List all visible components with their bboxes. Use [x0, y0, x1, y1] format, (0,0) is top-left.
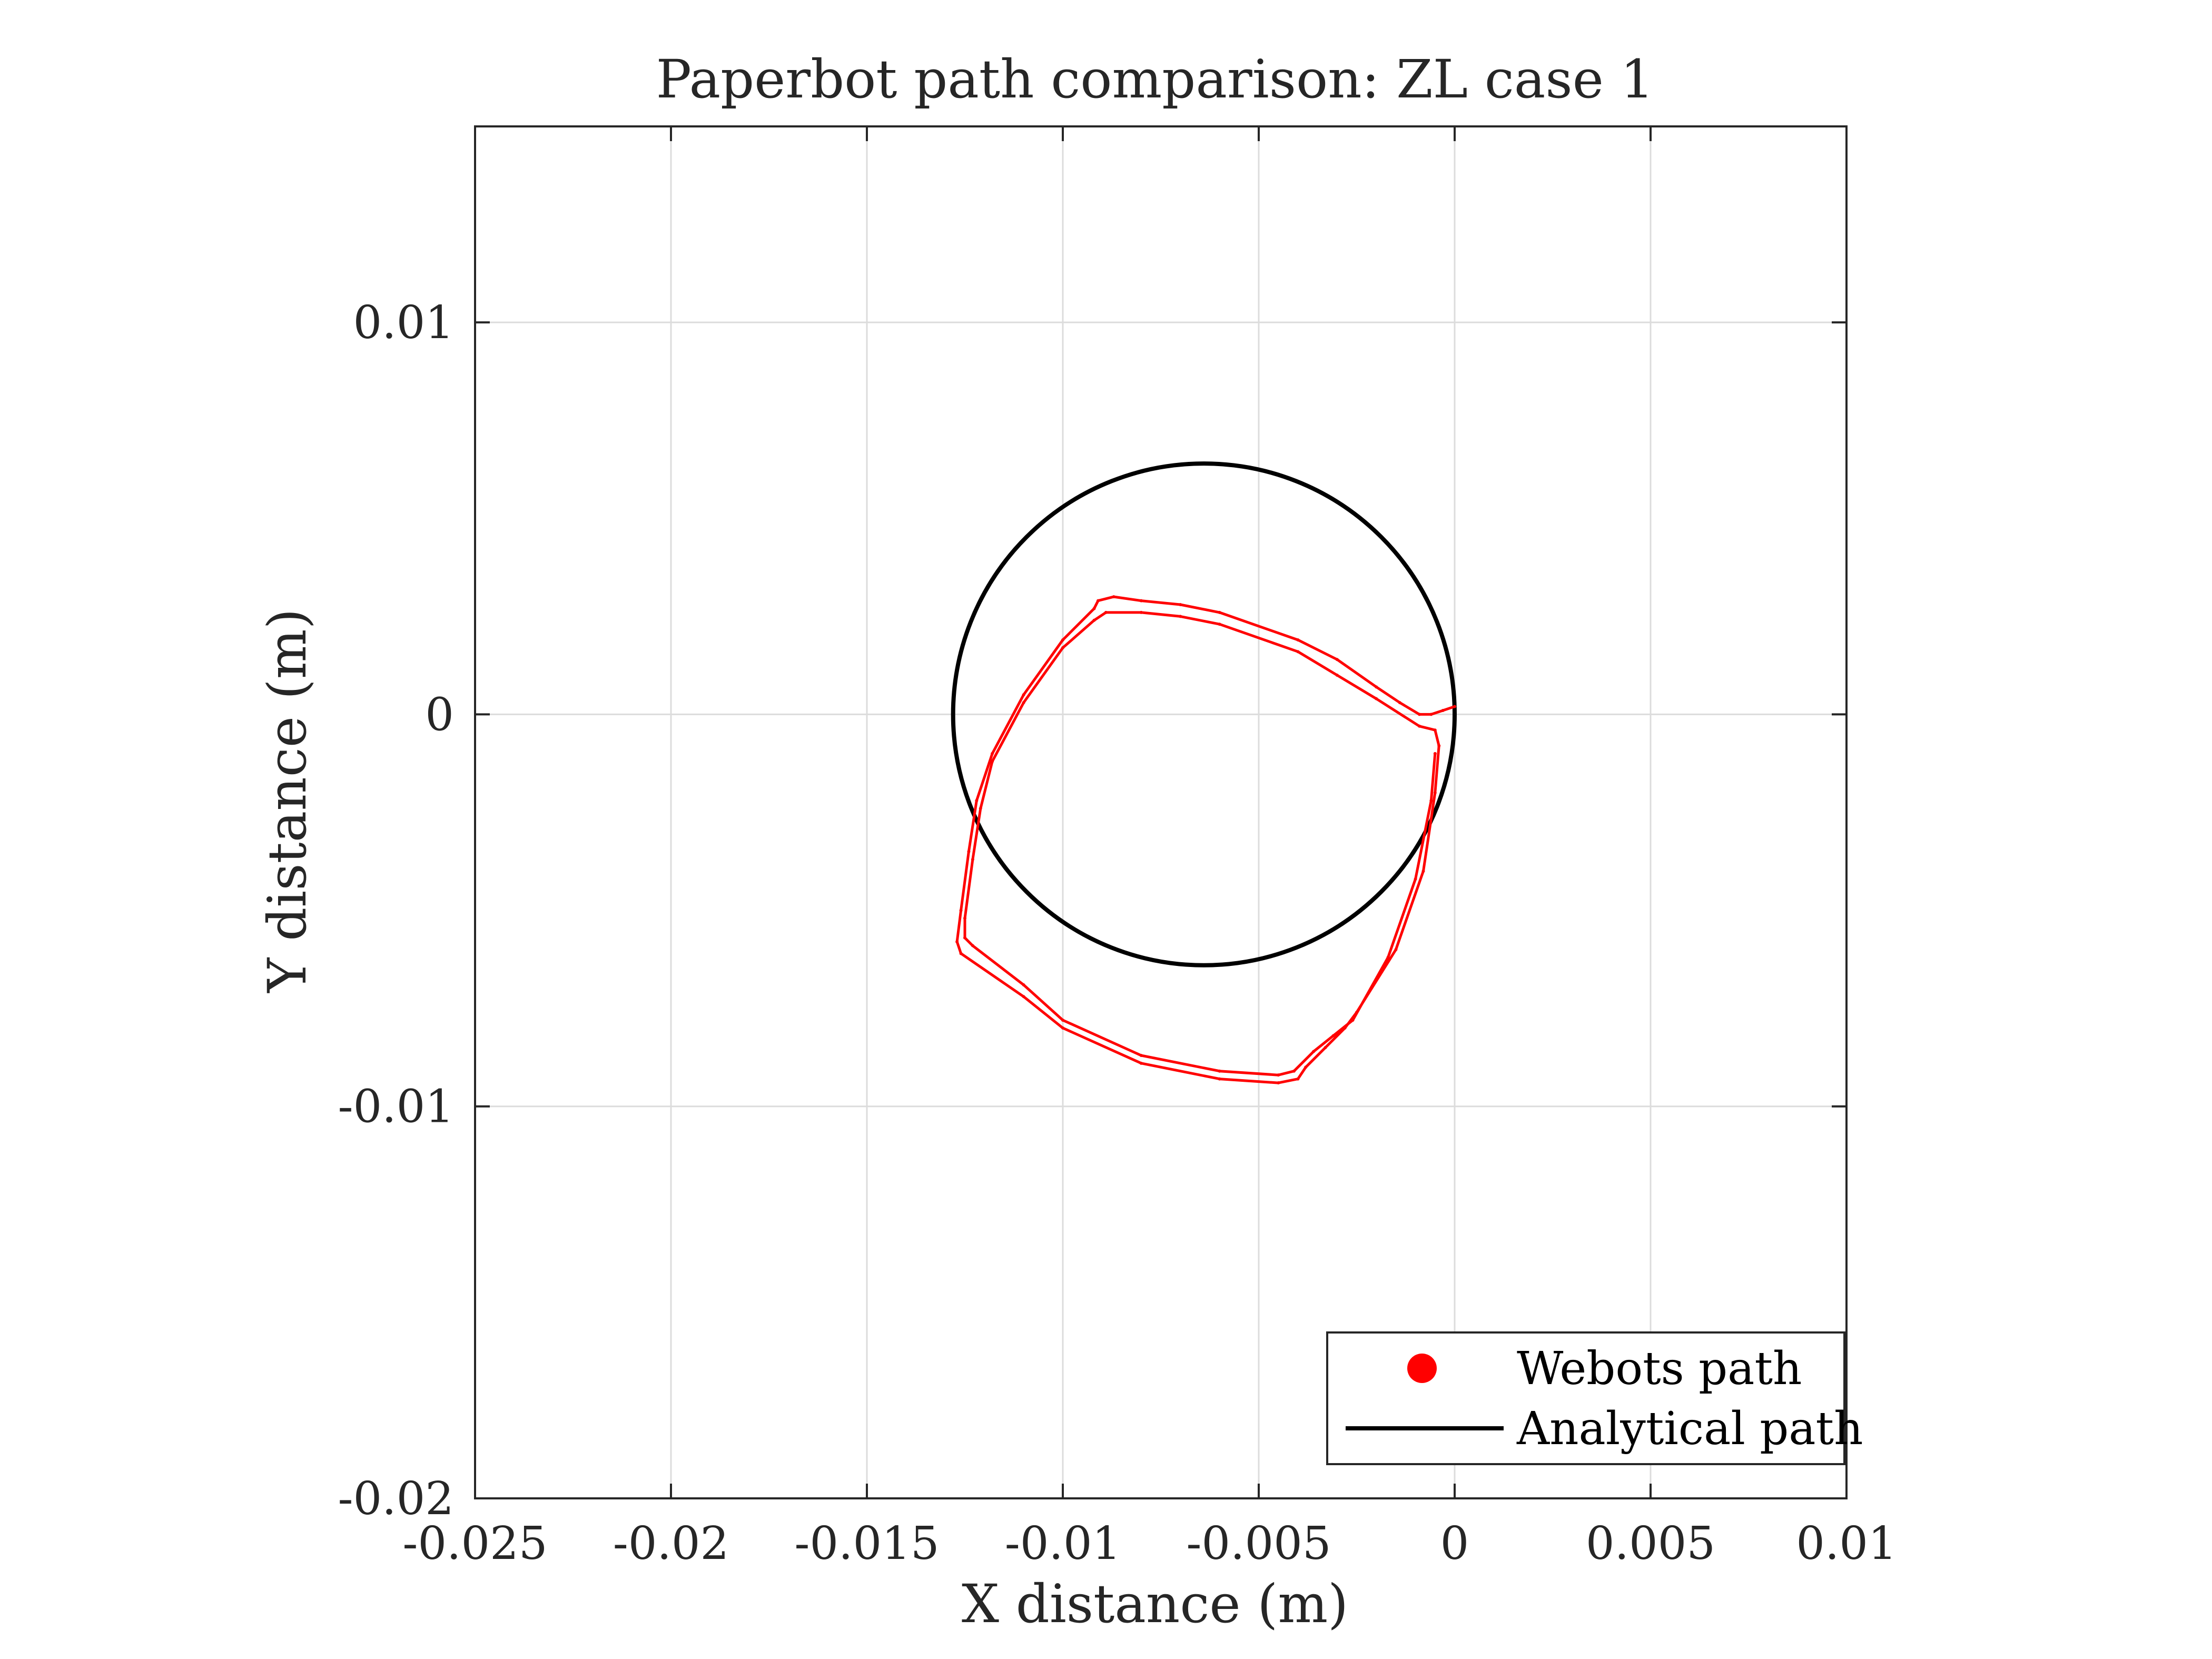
legend-box — [1326, 1331, 1845, 1465]
x-tick-label: -0.02 — [613, 1517, 729, 1570]
webots-path-point — [1061, 638, 1064, 642]
webots-path-point — [971, 857, 974, 861]
webots-path-point — [1139, 610, 1143, 614]
webots-path-point — [1394, 948, 1398, 951]
webots-path-point — [1096, 599, 1100, 603]
webots-path-point — [963, 916, 966, 920]
analytical-path-layer — [951, 461, 1457, 967]
y-tick-label: -0.01 — [338, 1081, 454, 1133]
webots-path-point — [959, 952, 963, 955]
webots-path-point — [1398, 701, 1401, 705]
webots-path-point — [1429, 799, 1433, 803]
webots-path-point — [1324, 1046, 1327, 1050]
webots-path-point — [1441, 708, 1445, 712]
webots-path-point — [991, 752, 994, 755]
x-tick-label: -0.005 — [1186, 1517, 1331, 1570]
webots-path-point — [1292, 1069, 1296, 1073]
webots-path-point — [1304, 1065, 1308, 1069]
webots-path-point — [1429, 713, 1433, 716]
webots-path-point — [1418, 724, 1421, 728]
webots-path-point — [1414, 877, 1417, 881]
webots-path-point — [1296, 1077, 1300, 1081]
webots-path-point — [1218, 1069, 1221, 1073]
webots-path-point — [1104, 610, 1108, 614]
webots-path-point — [1139, 599, 1143, 603]
webots-path-point — [1433, 791, 1437, 795]
webots-path-point — [1179, 603, 1182, 607]
y-tick-label: 0.01 — [353, 297, 454, 349]
webots-path-point — [1092, 607, 1096, 610]
x-tick-label: -0.015 — [794, 1517, 939, 1570]
webots-path-point — [1179, 615, 1182, 618]
webots-path-point — [959, 908, 963, 912]
webots-path-point — [1139, 1053, 1143, 1057]
analytical-path-line — [951, 461, 1457, 967]
webots-path-point — [1331, 1034, 1335, 1038]
webots-path-point — [1351, 1018, 1355, 1022]
webots-path-point — [1335, 674, 1339, 677]
plot-area — [474, 125, 1848, 1499]
webots-path-point — [1139, 1061, 1143, 1065]
webots-path-point — [967, 850, 971, 853]
y-axis-label: Y distance (m) — [256, 608, 318, 993]
x-tick-label: 0 — [1440, 1517, 1469, 1570]
webots-path-point — [1218, 610, 1221, 614]
webots-path-point — [1022, 701, 1025, 705]
webots-path-point — [1418, 713, 1421, 716]
x-tick-label: -0.025 — [402, 1517, 547, 1570]
legend-webots-marker — [1407, 1354, 1437, 1383]
webots-path-point — [1421, 870, 1425, 873]
webots-path-point — [1433, 728, 1437, 732]
chart-title: Paperbot path comparison: ZL case 1 — [656, 48, 1654, 110]
legend-analytical-label: Analytical path — [1516, 1403, 1863, 1455]
x-tick-label: 0.01 — [1796, 1517, 1897, 1570]
webots-path-point — [1061, 646, 1064, 649]
x-tick-label: 0.005 — [1586, 1517, 1715, 1570]
y-tick-label: -0.02 — [338, 1473, 454, 1525]
webots-path-point — [1343, 1026, 1347, 1030]
legend-webots-label: Webots path — [1517, 1342, 1802, 1395]
axes-box — [474, 125, 1848, 1499]
y-tick-label: 0 — [425, 688, 454, 741]
grid-lines — [475, 126, 1846, 1498]
webots-path-point — [1277, 1081, 1280, 1085]
webots-path-point — [991, 759, 994, 763]
webots-path-point — [1386, 955, 1390, 959]
x-tick-label: -0.01 — [1005, 1517, 1121, 1570]
webots-path-point — [1277, 1073, 1280, 1077]
webots-path-point — [1022, 995, 1025, 999]
webots-path-point — [1312, 1050, 1316, 1053]
webots-path-point — [955, 940, 959, 944]
x-tick-labels: -0.025 -0.02 -0.015 -0.01 -0.005 0 0.005 0.01 — [402, 1517, 1897, 1570]
legend: Webots path Analytical path — [1326, 1331, 1863, 1465]
webots-path-point — [1375, 685, 1378, 689]
y-tick-labels: -0.02 -0.01 0 0.01 — [338, 297, 454, 1525]
webots-path-point — [1375, 697, 1378, 700]
webots-path-point — [963, 936, 966, 940]
webots-path-point — [1112, 595, 1115, 599]
webots-path-point — [971, 944, 974, 947]
x-axis-label: X distance (m) — [962, 1573, 1348, 1635]
webots-path-point — [1355, 1011, 1358, 1014]
webots-path-point — [1022, 983, 1025, 986]
webots-path-point — [1061, 1026, 1064, 1030]
webots-path-point — [1437, 744, 1441, 747]
webots-path-point — [1296, 650, 1300, 654]
webots-path-point — [975, 799, 979, 803]
webots-path-point — [1092, 618, 1096, 622]
webots-path-point — [1022, 693, 1025, 697]
webots-path-point — [1218, 623, 1221, 626]
webots-path-point — [1335, 658, 1339, 661]
webots-path-point — [1453, 705, 1456, 708]
webots-path-point — [979, 807, 982, 811]
webots-path-point — [1061, 1018, 1064, 1022]
webots-path-point — [1218, 1077, 1221, 1081]
webots-path-point — [1433, 752, 1437, 755]
webots-path-point — [1296, 638, 1300, 642]
webots-path-layer — [955, 595, 1456, 1085]
